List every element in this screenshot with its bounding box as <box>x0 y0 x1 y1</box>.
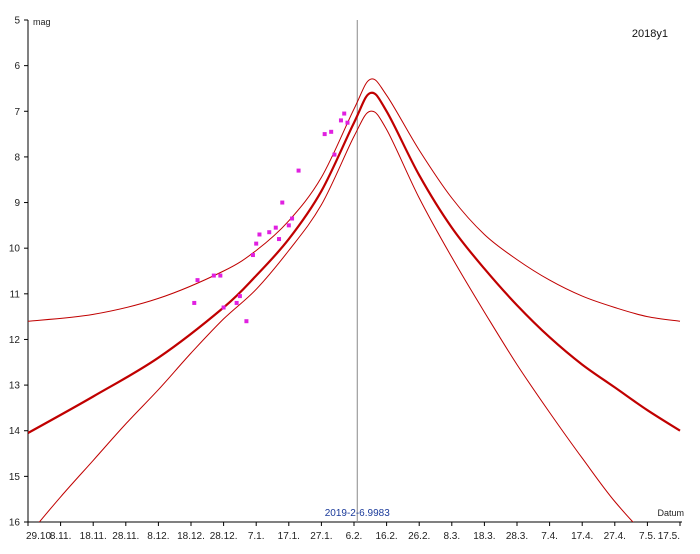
observation-point <box>280 200 285 205</box>
y-axis-ticks: 5 6 7 8 9 10 11 12 13 14 15 16 <box>9 16 28 529</box>
y-tick-label: 8 <box>14 152 20 163</box>
uncertainty-bound-curve <box>38 110 634 522</box>
observation-point <box>221 305 226 310</box>
x-tick-label: 28.3. <box>506 531 528 542</box>
observation-point <box>195 278 200 283</box>
y-tick-label: 13 <box>9 381 21 392</box>
x-tick-label: 27.4. <box>604 531 626 542</box>
uncertainty-bound-curve <box>28 78 681 322</box>
observation-point <box>273 225 278 230</box>
y-tick-label: 10 <box>9 244 21 255</box>
y-tick-label: 9 <box>14 198 20 209</box>
x-tick-label: 29.10. <box>26 531 54 542</box>
y-tick-label: 7 <box>14 107 20 118</box>
observation-point <box>290 216 295 221</box>
observation-point <box>211 273 216 278</box>
x-tick-label: 7.5. <box>639 531 656 542</box>
x-axis-ticks: 29.10.8.11. 18.11. 28.11. 8.12. 18.12. 28.12.… <box>26 522 681 542</box>
y-tick-label: 12 <box>9 335 21 346</box>
x-tick-label: 18.11. <box>80 531 107 542</box>
x-tick-label: 8.12. <box>147 531 169 542</box>
observation-point <box>267 230 272 235</box>
observation-point <box>257 232 262 237</box>
x-tick-label: 7.1. <box>248 531 265 542</box>
observation-point <box>338 118 343 123</box>
y-tick-label: 14 <box>9 426 21 437</box>
x-tick-label: 7.4. <box>541 531 558 542</box>
observation-point <box>192 300 197 305</box>
series-layer <box>28 78 681 522</box>
observation-point <box>234 300 239 305</box>
y-tick-label: 5 <box>14 16 20 27</box>
y-tick-label: 11 <box>10 289 21 300</box>
observation-point <box>250 253 255 258</box>
observation-point <box>277 237 282 242</box>
observation-point <box>286 223 291 228</box>
x-tick-label: 17.1. <box>278 531 300 542</box>
y-tick-label: 16 <box>9 518 21 529</box>
observation-point <box>296 168 301 173</box>
y-axis-label: mag <box>33 17 51 27</box>
x-tick-label: 8.3. <box>443 531 460 542</box>
chart-frame <box>27 20 682 523</box>
x-tick-label: 28.11. <box>112 531 139 542</box>
x-tick-label: 17.5. <box>658 531 680 542</box>
observation-points <box>192 111 350 324</box>
observation-point <box>218 273 223 278</box>
current-date-label: 2019-2-6.9983 <box>325 508 390 519</box>
x-tick-label: 6.2. <box>346 531 363 542</box>
observation-point <box>254 241 259 246</box>
predicted-magnitude-curve <box>28 91 681 434</box>
observation-point <box>342 111 347 116</box>
y-tick-label: 6 <box>14 61 20 72</box>
x-tick-label: 18.12. <box>177 531 205 542</box>
x-tick-label: 17.4. <box>571 531 593 542</box>
observation-point <box>345 120 350 125</box>
observation-point <box>332 152 337 157</box>
x-tick-label: 28.12. <box>210 531 238 542</box>
y-tick-label: 15 <box>9 472 21 483</box>
observation-point <box>237 294 242 299</box>
x-tick-label: 18.3. <box>473 531 495 542</box>
x-tick-label: 8.11. <box>50 531 72 542</box>
x-axis-label: Datum <box>657 508 684 518</box>
chart-title: 2018y1 <box>632 28 668 40</box>
x-tick-label: 27.1. <box>310 531 332 542</box>
observation-point <box>322 132 327 137</box>
observation-point <box>244 319 249 324</box>
x-tick-label: 16.2. <box>375 531 397 542</box>
x-tick-label: 26.2. <box>408 531 430 542</box>
observation-point <box>329 129 334 134</box>
